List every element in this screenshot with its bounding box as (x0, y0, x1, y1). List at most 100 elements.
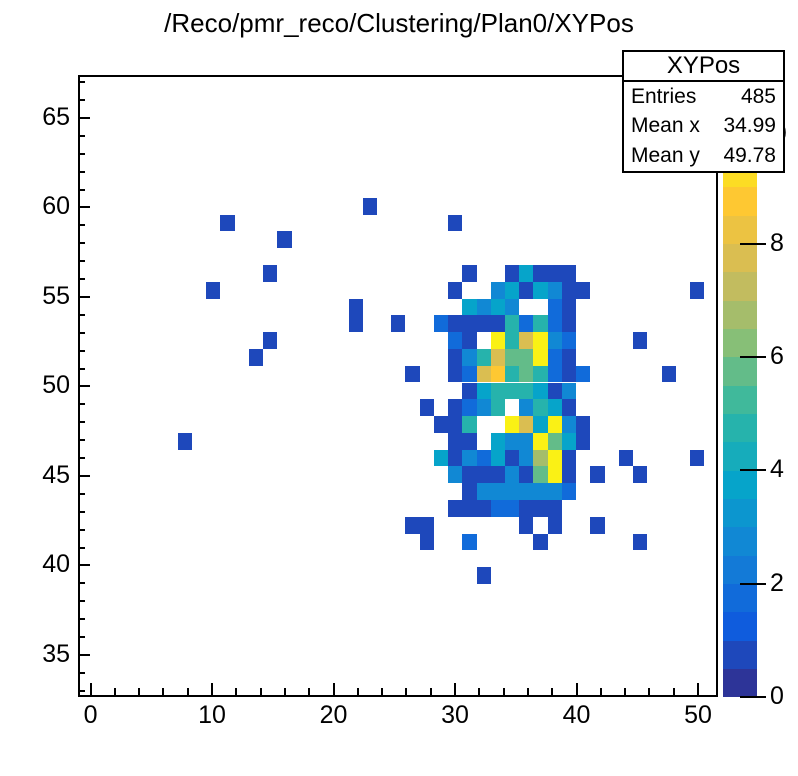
y-axis-tick-label: 55 (42, 281, 70, 310)
heatmap-cell (391, 315, 406, 333)
x-axis-minor-tick (235, 688, 238, 695)
heatmap-cell (533, 281, 548, 299)
palette-band (723, 328, 757, 358)
palette-axis-tick (740, 582, 766, 585)
heatmap-cell (476, 449, 491, 467)
heatmap-cell (419, 516, 434, 534)
heatmap-cell (561, 449, 577, 467)
heatmap-cell (476, 298, 491, 316)
heatmap-cell (533, 382, 548, 400)
heatmap-cell (533, 332, 548, 349)
palette-band (723, 243, 757, 273)
x-axis-minor-tick (138, 688, 141, 695)
heatmap-cell (448, 432, 463, 450)
stats-box-title: XYPos (624, 52, 783, 82)
x-axis-major-tick (575, 683, 578, 695)
x-axis-minor-tick (259, 688, 262, 695)
heatmap-cell (533, 416, 548, 433)
heatmap-cell (547, 399, 562, 417)
heatmap-cell (419, 533, 434, 551)
heatmap-cell (505, 483, 520, 500)
y-axis-minor-tick (78, 439, 85, 442)
y-axis-minor-tick (78, 546, 85, 549)
heatmap-cell (547, 416, 562, 433)
heatmap-cell (561, 416, 577, 433)
heatmap-cell (448, 449, 463, 467)
x-axis-tick-label: 30 (441, 701, 469, 729)
x-axis-major-tick (454, 683, 457, 695)
palette-band (723, 555, 757, 585)
palette-band (723, 413, 757, 443)
x-axis-minor-tick (551, 688, 554, 695)
heatmap-cell (576, 281, 591, 299)
heatmap-cell (519, 399, 534, 417)
heatmap-cell (462, 533, 477, 551)
heatmap-cell (519, 265, 534, 282)
heatmap-cell (576, 432, 591, 450)
y-axis-major-tick (78, 295, 90, 298)
y-axis-minor-tick (78, 278, 85, 281)
stats-value-mean-y: 49.78 (723, 143, 776, 167)
x-axis-tick-label: 10 (198, 701, 226, 729)
stats-box: XYPos Entries 485 Mean x 34.99 Mean y 49… (622, 50, 785, 173)
heatmap-cell (490, 466, 506, 484)
heatmap-cell (519, 466, 534, 484)
x-axis-minor-tick (648, 688, 651, 695)
heatmap-cell (533, 483, 548, 500)
heatmap-cell (348, 315, 363, 333)
y-axis-minor-tick (78, 421, 85, 424)
palette-band (723, 611, 757, 641)
heatmap-cell (561, 332, 577, 349)
heatmap-cell (561, 483, 577, 500)
heatmap-cell (462, 483, 477, 500)
y-axis-major-tick (78, 653, 90, 656)
heatmap-cell (462, 298, 477, 316)
stats-box-rows: Entries 485 Mean x 34.99 Mean y 49.78 (624, 82, 783, 170)
x-axis-minor-tick (478, 688, 481, 695)
stats-row-mean-x: Mean x 34.99 (631, 111, 776, 140)
palette-band (723, 498, 757, 528)
heatmap-cell (462, 416, 477, 433)
heatmap-cell (462, 449, 477, 467)
heatmap-cell (576, 416, 591, 433)
x-axis-major-tick (211, 683, 214, 695)
heatmap-cell (448, 332, 463, 349)
palette-band (723, 668, 757, 698)
y-axis-tick-label: 65 (42, 102, 70, 131)
heatmap-cell (448, 499, 463, 517)
y-axis-minor-tick (78, 671, 85, 674)
heatmap-cell (490, 483, 506, 500)
y-axis-minor-tick (78, 81, 85, 84)
heatmap-cell (533, 348, 548, 366)
heatmap-cell (533, 466, 548, 484)
heatmap-cell (490, 382, 506, 400)
heatmap-cell (462, 466, 477, 484)
y-axis-minor-tick (78, 582, 85, 585)
heatmap-cell (263, 332, 278, 349)
stats-label-mean-y: Mean y (631, 143, 700, 167)
heatmap-cell (505, 315, 520, 333)
heatmap-cell (547, 466, 562, 484)
stats-row-entries: Entries 485 (631, 82, 776, 111)
palette-tick-label: 6 (770, 341, 784, 370)
heatmap-cell (433, 449, 449, 467)
heatmap-cell (505, 365, 520, 383)
heatmap-cell (533, 265, 548, 282)
x-axis-tick-label: 0 (83, 701, 98, 729)
heatmap-cell (519, 332, 534, 349)
heatmap-cell (561, 348, 577, 366)
heatmap-cell (462, 382, 477, 400)
x-axis-minor-tick (186, 688, 189, 695)
y-axis-minor-tick (78, 349, 85, 352)
x-axis-minor-tick (356, 688, 359, 695)
heatmap-cell (220, 214, 235, 232)
plot-title: /Reco/pmr_reco/Clustering/Plan0/XYPos (164, 8, 634, 38)
heatmap-cell (462, 315, 477, 333)
stats-value-entries: 485 (740, 85, 776, 109)
heatmap-cell (618, 449, 634, 467)
heatmap-cell (547, 449, 562, 467)
heatmap-cell (462, 399, 477, 417)
palette-band (723, 441, 757, 471)
y-axis-tick-label: 40 (42, 550, 70, 579)
heatmap-cell (490, 298, 506, 316)
